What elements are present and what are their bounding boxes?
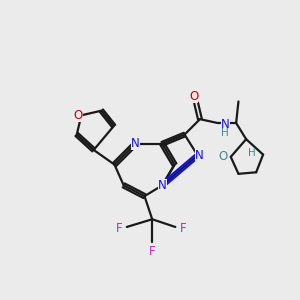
Text: O: O [218, 150, 228, 164]
Text: N: N [158, 179, 167, 192]
Text: F: F [180, 222, 186, 235]
Text: F: F [116, 222, 122, 235]
Text: O: O [74, 109, 83, 122]
Text: O: O [189, 90, 198, 103]
Text: H: H [248, 148, 255, 158]
Text: N: N [131, 137, 140, 150]
Text: F: F [149, 245, 155, 258]
Text: N: N [195, 149, 204, 162]
Text: N: N [221, 118, 230, 131]
Text: H: H [221, 128, 229, 138]
